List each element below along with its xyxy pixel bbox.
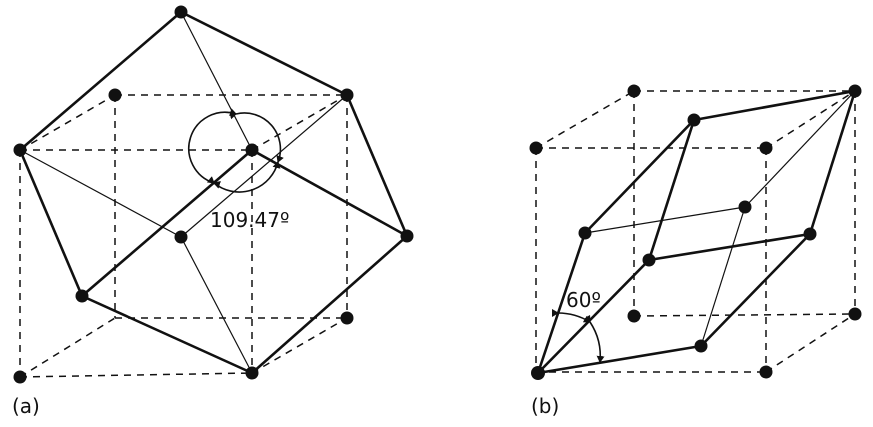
panel-b-rhombohedron-edges [536,89,857,375]
panel-b-cube-edges [535,90,856,373]
panel-b-angle-label: 60º [566,288,601,312]
panel-a [13,5,414,384]
panel-a-angle-arcs [188,108,284,193]
panel-b-label: (b) [531,394,560,418]
panel-a-atoms [13,5,414,384]
panel-a-label: (a) [12,394,40,418]
panel-a-rhombohedron-edges [18,10,409,375]
panel-b-angle-arcs [551,308,605,363]
panel-b [529,84,862,380]
panel-a-angle-label: 109.47º [210,208,290,232]
panel-b-atoms [529,84,862,380]
